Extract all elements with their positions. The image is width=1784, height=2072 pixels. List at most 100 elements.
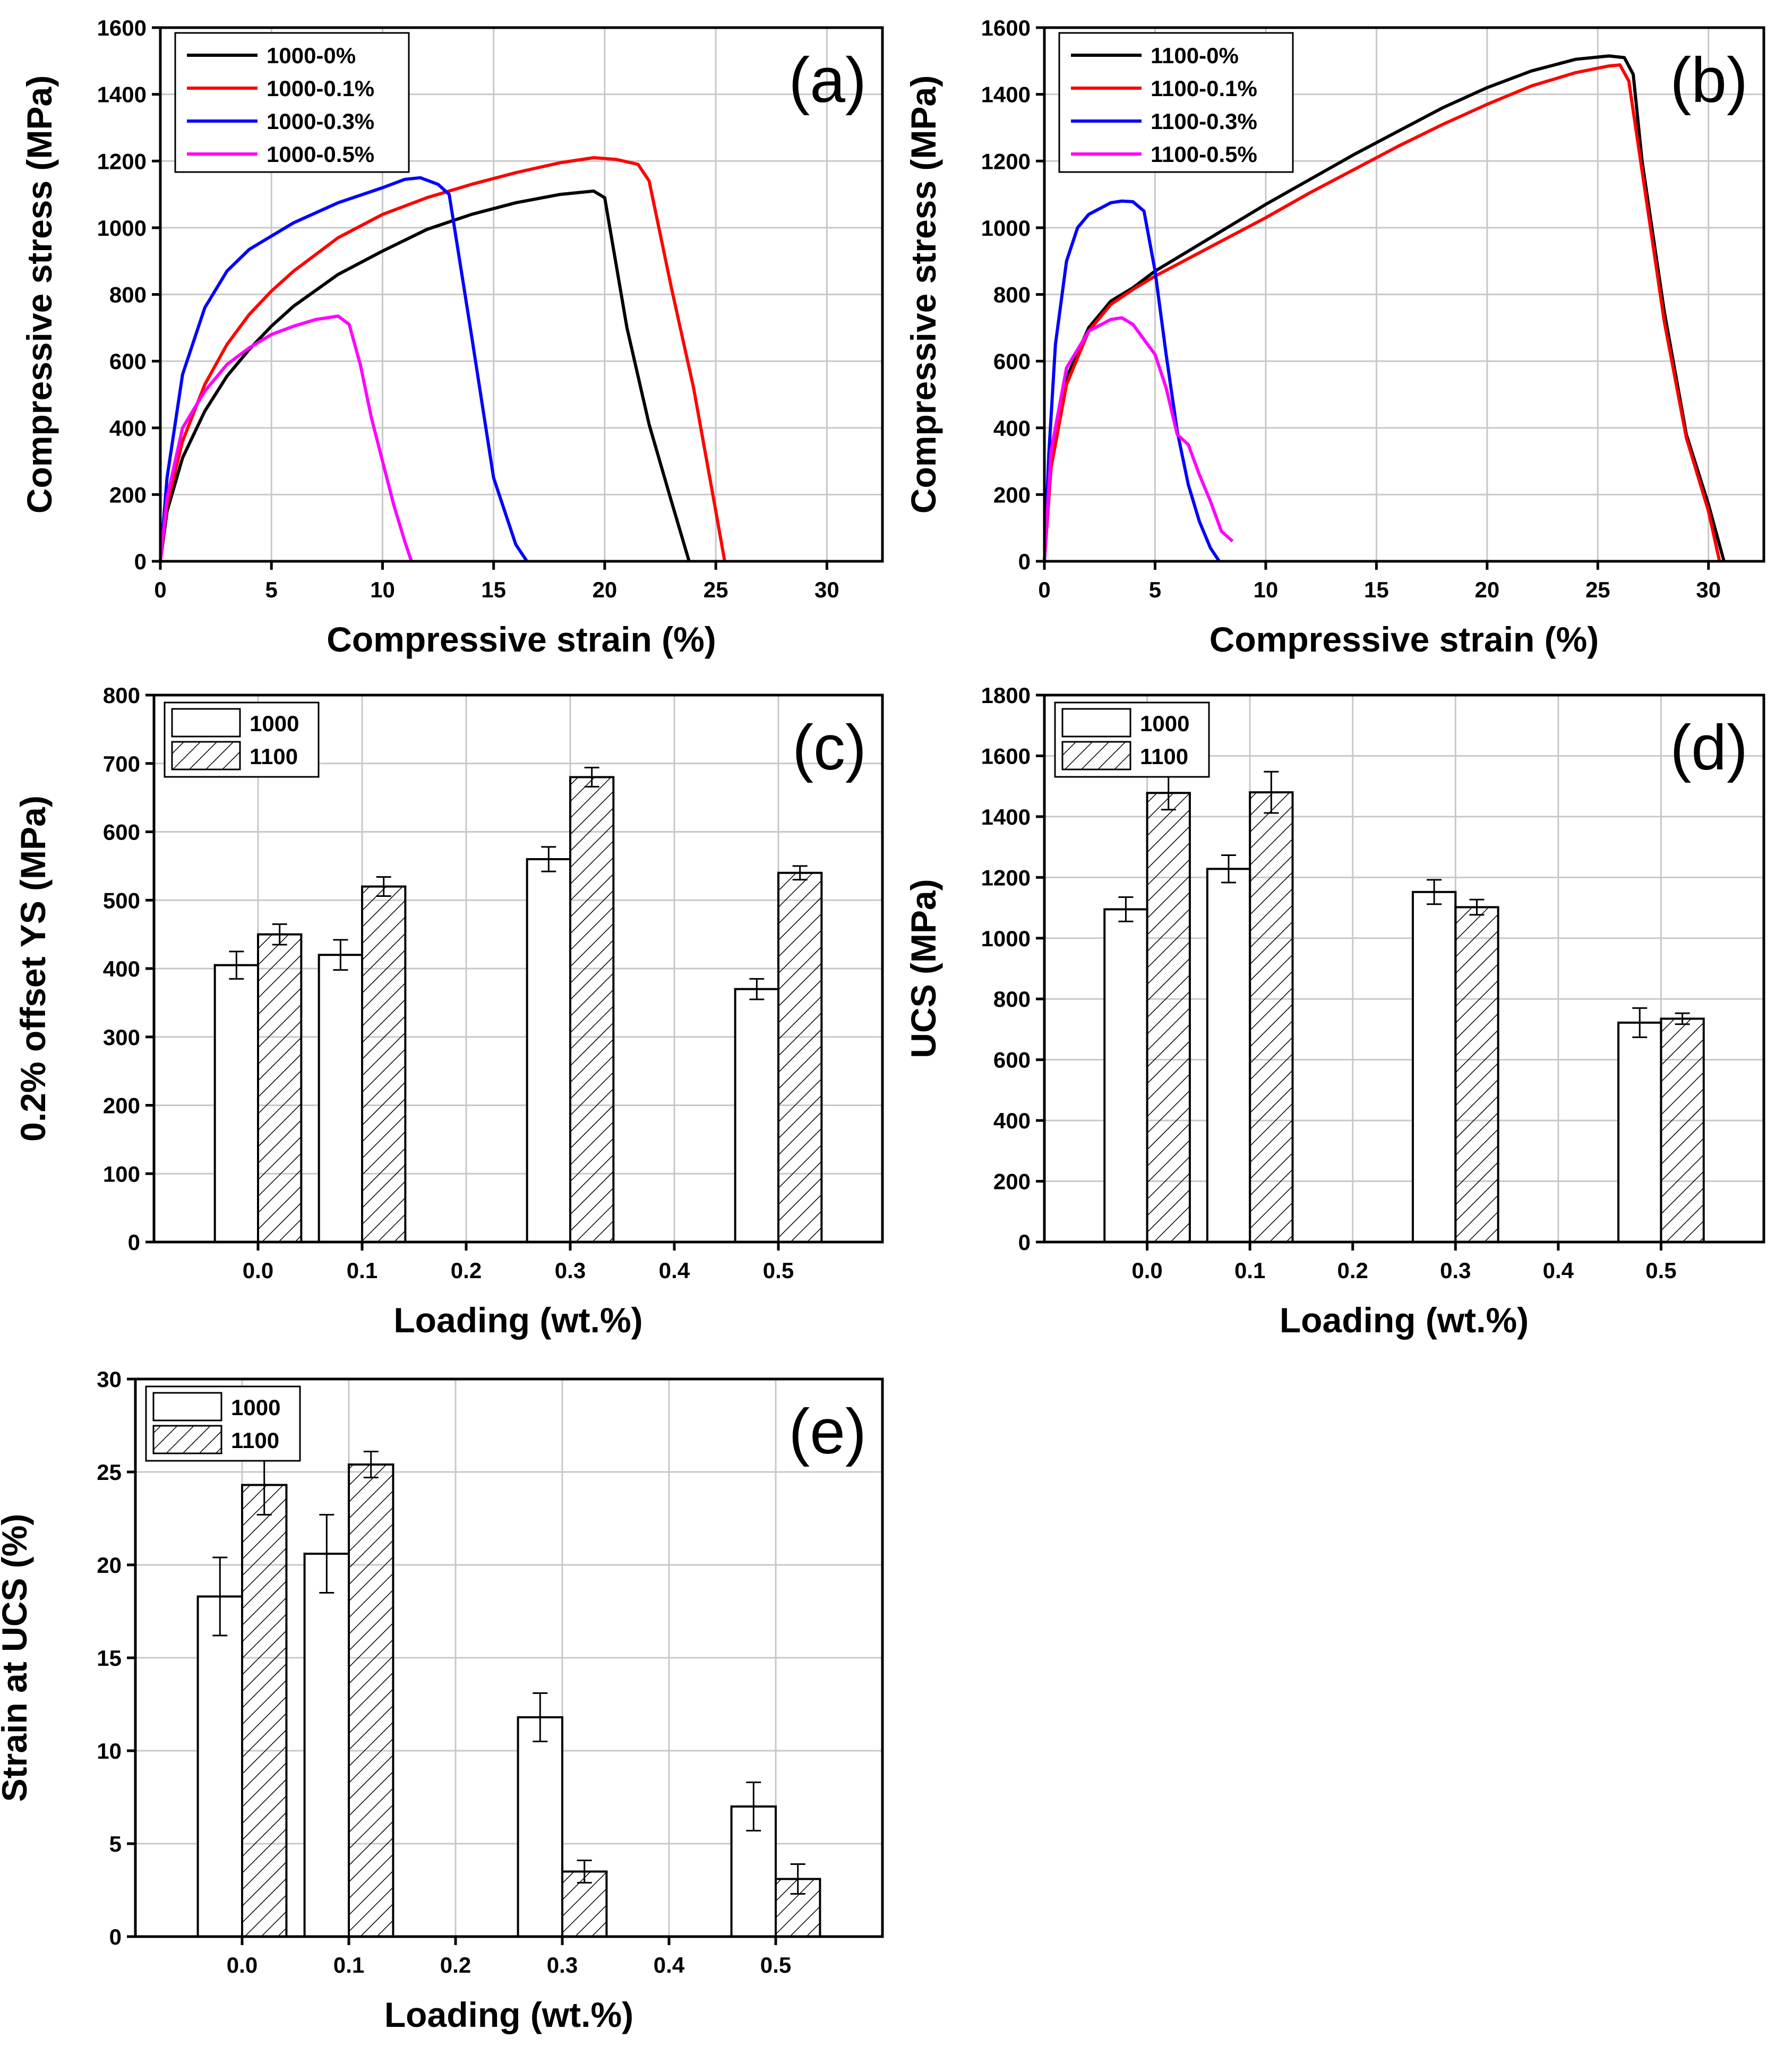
bar-1100 [1454,906,1499,1243]
bar-1100 [777,871,823,1243]
x-tick-label: 0.1 [347,1258,378,1283]
legend-label: 1100-0% [1151,43,1239,68]
plot-frame [152,693,884,1244]
y-tick-label: 1200 [97,149,147,174]
y-tick-label: 10 [97,1739,122,1763]
x-axis-label: Compressive strain (%) [327,620,716,659]
x-tick-label: 0.3 [555,1258,586,1283]
panel-d-ucs: 0 200 400 600 800 1000 1200 1400 1600 1800 0.0 0.1 0… [904,683,1765,1340]
x-tick-label: 0.5 [760,1953,791,1977]
x-tick-label: 0.4 [659,1258,690,1283]
x-tick-label: 0.5 [763,1258,794,1283]
bar-1000 [196,1595,243,1938]
x-axis-label: Compressive strain (%) [1210,620,1599,659]
y-tick-label: 800 [109,282,147,307]
y-tick-label: 600 [993,1048,1031,1073]
x-tick-label: 10 [1254,577,1279,602]
y-tick-label: 1000 [981,216,1031,241]
legend-swatch [171,708,241,738]
x-tick-label: 0.5 [1645,1258,1676,1283]
y-tick-label: 100 [103,1161,140,1186]
y-tick-label: 400 [109,416,147,441]
bar-1000 [1206,868,1251,1244]
y-tick-label: 25 [97,1460,122,1485]
series-line-1100-0.3% [1043,199,1221,562]
x-axis-label: Loading (wt.%) [393,1300,642,1340]
y-tick-label: 1400 [981,804,1031,829]
panel-a-stress-strain-1000: 0 200 400 600 800 1000 1200 1400 1600 0 5 10 15 20 25 3… [20,15,884,659]
legend-label: 1000 [231,1395,280,1420]
x-tick-label: 25 [1585,577,1610,602]
x-axis-label: Loading (wt.%) [384,1995,633,2034]
legend-label: 1100 [231,1428,279,1453]
y-tick-label: 0 [128,1230,140,1255]
x-tick-label: 5 [1149,577,1161,602]
panel-label: (e) [788,1396,867,1467]
x-tick-label: 0.2 [1337,1258,1368,1283]
x-tick-label: 0.1 [333,1953,364,1977]
y-tick-label: 1600 [981,15,1031,40]
legend-swatch [171,741,241,770]
y-axis-label: 0.2% offset YS (MPa) [13,795,53,1142]
x-tick-label: 0.1 [1234,1258,1265,1283]
bar-1000 [1411,891,1457,1244]
plot-frame [134,1377,884,1938]
y-tick-label: 400 [993,1108,1031,1133]
legend-label: 1000 [1140,711,1189,736]
y-tick-label: 1400 [981,82,1031,107]
bar-1100 [1146,792,1191,1244]
legend-label: 1000-0.3% [267,109,374,134]
x-tick-label: 0.2 [451,1258,482,1283]
x-tick-label: 0.4 [654,1953,685,1977]
y-tick-label: 700 [103,751,140,776]
bar-1100 [257,933,303,1243]
y-tick-label: 400 [993,416,1031,441]
bar-1100 [361,885,407,1243]
panel-label: (d) [1670,712,1748,783]
x-tick-label: 20 [1474,577,1499,602]
legend-label: 1000 [250,711,299,736]
bar-1000 [213,964,259,1243]
y-tick-label: 200 [103,1093,140,1118]
series-line-1000-0% [159,189,691,562]
series-line-1100-0.1% [1043,63,1721,562]
panel-label: (b) [1670,45,1748,116]
legend-label: 1100-0.1% [1151,76,1257,101]
x-tick-label: 30 [1696,577,1721,602]
bar-1000 [303,1553,350,1938]
y-tick-label: 800 [993,282,1031,307]
legend-label: 1100 [250,744,298,769]
x-tick-label: 0.0 [1131,1258,1162,1283]
y-tick-label: 1600 [981,743,1031,768]
y-tick-label: 200 [993,1169,1031,1194]
y-tick-label: 200 [109,482,147,507]
y-tick-label: 800 [103,683,140,708]
y-tick-label: 1200 [981,149,1031,174]
bar-1100 [569,776,615,1243]
y-axis-label: Strain at UCS (%) [0,1514,34,1802]
series-line-1000-0.1% [159,156,726,562]
bar-1100 [1249,791,1294,1243]
bar-1000 [318,954,363,1243]
bar-1000 [517,1716,564,1938]
panel-label: (a) [788,45,867,116]
plot-frame [1043,26,1765,563]
panel-b-stress-strain-1100: 0 200 400 600 800 1000 1200 1400 1600 0 5 10 15 20 25 3… [904,15,1765,659]
x-tick-label: 0.2 [440,1953,471,1977]
plot-frame [1043,693,1765,1244]
x-tick-label: 20 [593,577,617,602]
legend-swatch [152,1425,222,1454]
y-tick-label: 30 [97,1367,122,1392]
legend-label: 1100 [1140,744,1188,769]
y-tick-label: 600 [103,820,140,845]
y-tick-label: 200 [993,482,1031,507]
y-tick-label: 0 [1018,1230,1031,1255]
bar-1000 [1617,1021,1662,1244]
panel-label: (c) [792,712,867,783]
y-tick-label: 0 [1018,549,1031,574]
bar-1000 [526,858,571,1243]
x-tick-label: 25 [704,577,728,602]
y-tick-label: 1000 [981,926,1031,951]
legend-swatch [1061,741,1131,770]
y-tick-label: 1600 [97,15,147,40]
